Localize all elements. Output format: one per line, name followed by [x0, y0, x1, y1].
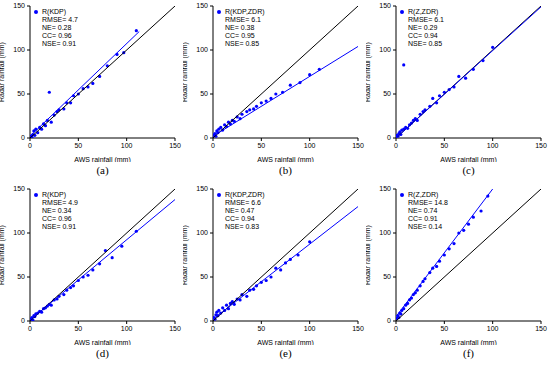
html-text:CC= 0.94: CC= 0.94: [408, 32, 438, 39]
svg-text:AWS rainfall (mm): AWS rainfall (mm): [440, 339, 497, 345]
svg-text:50: 50: [257, 325, 265, 332]
svg-text:150: 150: [352, 325, 364, 332]
svg-text:0: 0: [211, 142, 215, 149]
svg-text:50: 50: [74, 142, 82, 149]
html-text:(f): (f): [463, 347, 474, 359]
svg-text:150: 150: [169, 142, 181, 149]
html-text:R(KDP,ZDR): R(KDP,ZDR): [225, 8, 265, 15]
svg-text:150: 150: [352, 142, 364, 149]
svg-text:50: 50: [74, 325, 82, 332]
svg-text:150: 150: [535, 325, 542, 332]
html-text:CC= 0.91: CC= 0.91: [408, 215, 438, 222]
svg-text:50: 50: [440, 325, 448, 332]
html-text:(b): (b): [279, 164, 292, 176]
html-text:CC= 0.95: CC= 0.95: [225, 32, 255, 39]
svg-text:100: 100: [196, 229, 208, 236]
svg-text:150: 150: [379, 185, 391, 192]
svg-text:100: 100: [379, 229, 391, 236]
svg-text:150: 150: [379, 2, 391, 9]
html-text:RMSE= 4.9: RMSE= 4.9: [42, 199, 78, 206]
svg-text:100: 100: [304, 142, 316, 149]
html-text:RMSE= 6.1: RMSE= 6.1: [408, 16, 444, 23]
svg-text:50: 50: [200, 90, 208, 97]
html-text:NE= 0.74: NE= 0.74: [408, 207, 438, 214]
svg-text:0: 0: [28, 142, 32, 149]
html-text:NSE= 0.91: NSE= 0.91: [42, 223, 77, 230]
html-text:NE= 0.28: NE= 0.28: [42, 24, 72, 31]
html-text:CC= 0.96: CC= 0.96: [42, 215, 72, 222]
svg-text:0: 0: [394, 325, 398, 332]
svg-text:Radar rainfall (mm): Radar rainfall (mm): [183, 42, 189, 102]
html-text:NSE= 0.14: NSE= 0.14: [408, 223, 443, 230]
svg-text:100: 100: [13, 46, 25, 53]
svg-text:0: 0: [21, 134, 25, 141]
svg-text:50: 50: [257, 142, 265, 149]
svg-text:100: 100: [487, 325, 499, 332]
svg-text:100: 100: [487, 142, 499, 149]
svg-text:100: 100: [121, 142, 133, 149]
html-text:NE= 0.38: NE= 0.38: [225, 24, 255, 31]
svg-text:50: 50: [17, 273, 25, 280]
svg-text:50: 50: [440, 142, 448, 149]
html-text:R(Z,ZDR): R(Z,ZDR): [408, 191, 439, 198]
html-text:RMSE= 14.8: RMSE= 14.8: [408, 199, 448, 206]
html-text:(d): (d): [96, 347, 109, 359]
svg-text:0: 0: [394, 142, 398, 149]
svg-text:100: 100: [121, 325, 133, 332]
svg-text:150: 150: [169, 325, 181, 332]
html-text:NSE= 0.91: NSE= 0.91: [42, 40, 77, 47]
svg-text:50: 50: [383, 90, 391, 97]
html-text:NE= 0.47: NE= 0.47: [225, 207, 255, 214]
svg-text:Radar rainfall (mm): Radar rainfall (mm): [366, 42, 372, 102]
svg-text:0: 0: [204, 317, 208, 324]
svg-text:100: 100: [379, 46, 391, 53]
html-text:NSE= 0.85: NSE= 0.85: [408, 40, 443, 47]
svg-text:AWS rainfall (mm): AWS rainfall (mm): [257, 156, 314, 162]
svg-text:AWS rainfall (mm): AWS rainfall (mm): [257, 339, 314, 345]
svg-text:150: 150: [535, 142, 542, 149]
html-text:R(Z,ZDR): R(Z,ZDR): [408, 8, 439, 15]
svg-text:AWS rainfall (mm): AWS rainfall (mm): [74, 156, 131, 162]
html-text:NSE= 0.83: NSE= 0.83: [225, 223, 260, 230]
svg-text:0: 0: [21, 317, 25, 324]
svg-text:Radar rainfall (mm): Radar rainfall (mm): [183, 225, 189, 285]
html-text:R(KDP,ZDR): R(KDP,ZDR): [225, 191, 265, 198]
svg-text:150: 150: [196, 2, 208, 9]
svg-text:100: 100: [13, 229, 25, 236]
html-text:(a): (a): [96, 164, 109, 176]
html-text:(e): (e): [279, 347, 292, 359]
html-text:CC= 0.96: CC= 0.96: [42, 32, 72, 39]
svg-text:50: 50: [17, 90, 25, 97]
svg-text:150: 150: [13, 185, 25, 192]
html-text:(c): (c): [462, 164, 475, 176]
svg-text:AWS rainfall (mm): AWS rainfall (mm): [74, 339, 131, 345]
svg-text:0: 0: [28, 325, 32, 332]
svg-text:50: 50: [200, 273, 208, 280]
html-text:R(KDP): R(KDP): [42, 8, 67, 15]
svg-text:100: 100: [196, 46, 208, 53]
svg-text:0: 0: [387, 134, 391, 141]
html-text:NSE= 0.85: NSE= 0.85: [225, 40, 260, 47]
html-text:NE= 0.29: NE= 0.29: [408, 24, 438, 31]
svg-text:0: 0: [211, 325, 215, 332]
html-text:RMSE= 6.1: RMSE= 6.1: [225, 16, 261, 23]
html-text:RMSE= 4.7: RMSE= 4.7: [42, 16, 78, 23]
html-text:NE= 0.34: NE= 0.34: [42, 207, 72, 214]
svg-text:0: 0: [387, 317, 391, 324]
html-text:CC= 0.94: CC= 0.94: [225, 215, 255, 222]
svg-text:100: 100: [304, 325, 316, 332]
html-text:R(KDP): R(KDP): [42, 191, 67, 198]
svg-text:AWS rainfall (mm): AWS rainfall (mm): [440, 156, 497, 162]
svg-text:0: 0: [204, 134, 208, 141]
svg-text:Radar rainfall (mm): Radar rainfall (mm): [366, 225, 372, 285]
svg-text:150: 150: [196, 185, 208, 192]
svg-text:150: 150: [13, 2, 25, 9]
html-text:RMSE= 6.6: RMSE= 6.6: [225, 199, 261, 206]
svg-text:50: 50: [383, 273, 391, 280]
